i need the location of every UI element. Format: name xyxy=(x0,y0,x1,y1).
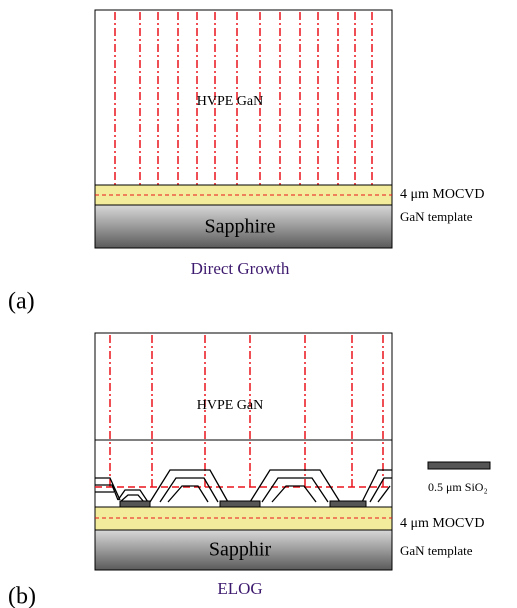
figure: HVPE GaN Sapphire 4 μm MOCVD GaN templat… xyxy=(0,0,517,608)
caption: Direct Growth xyxy=(191,259,290,278)
panel-tag: (b) xyxy=(8,584,36,608)
layer-label: HVPE GaN xyxy=(197,398,264,413)
template-label: 4 μm MOCVD xyxy=(400,516,485,531)
panel-a: HVPE GaN Sapphire 4 μm MOCVD GaN templat… xyxy=(8,10,485,315)
mask-legend-swatch xyxy=(428,462,490,469)
template-label: GaN template xyxy=(400,543,473,558)
layer-label: HVPE GaN xyxy=(197,94,264,109)
substrate-label: Sapphir xyxy=(209,539,272,561)
template-label: 4 μm MOCVD xyxy=(400,187,485,202)
template-label: GaN template xyxy=(400,209,473,224)
panel-b: HVPE GaN 0.5 μm SiO₂ Sapphir 4 μm MOCVD … xyxy=(8,333,490,608)
panel-tag: (a) xyxy=(8,289,35,315)
mask-legend: 0.5 μm SiO₂ xyxy=(428,480,488,494)
caption: ELOG xyxy=(217,579,262,598)
substrate-label: Sapphire xyxy=(204,216,275,238)
